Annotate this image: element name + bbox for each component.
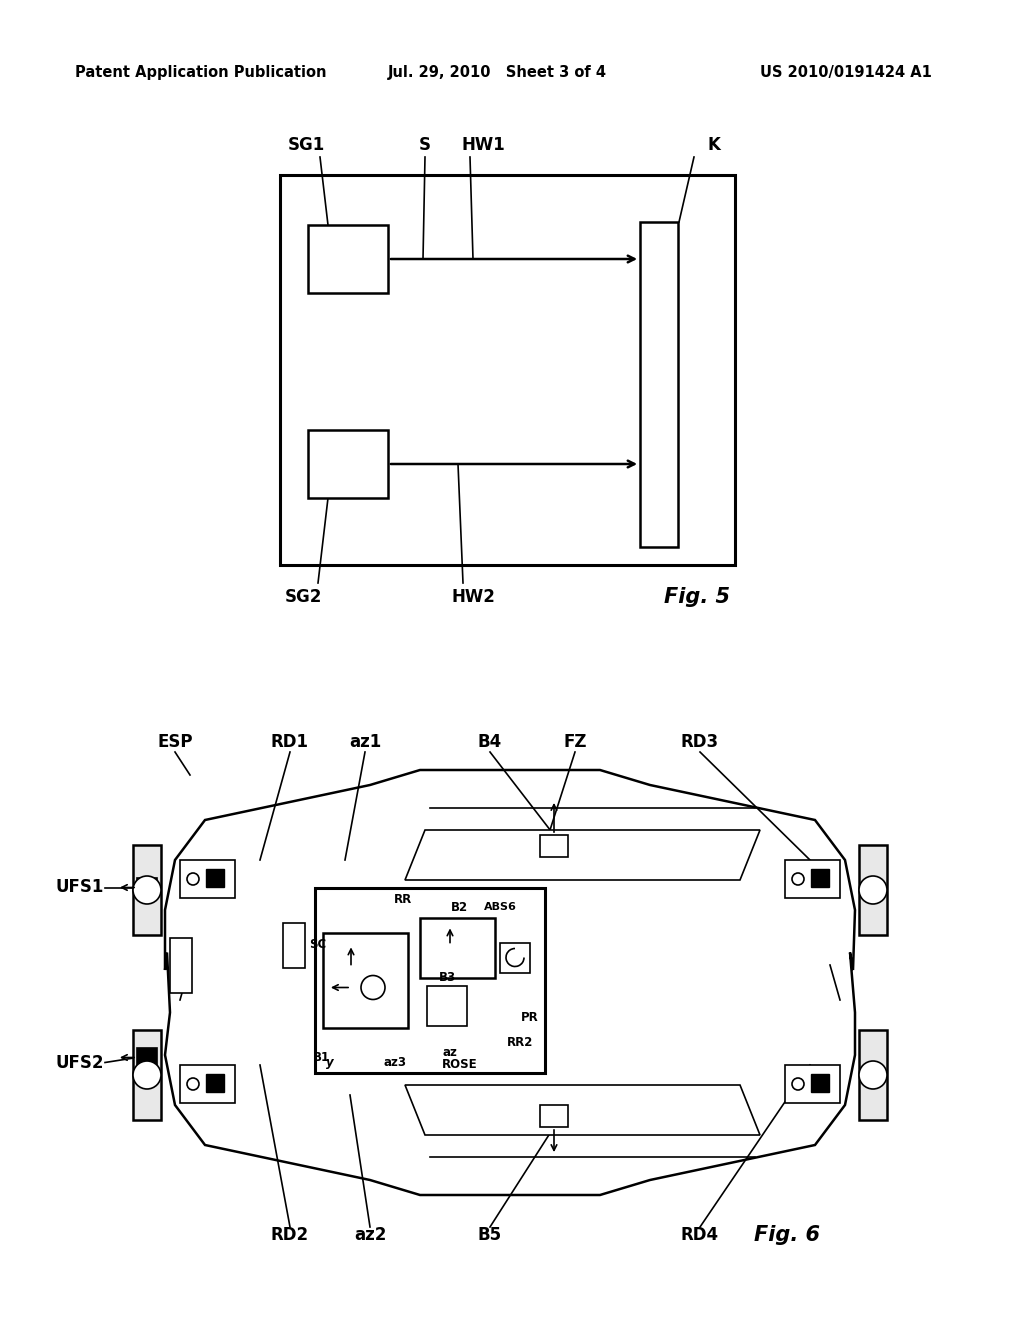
- Text: B1: B1: [312, 1051, 330, 1064]
- Bar: [427, 986, 467, 1026]
- Bar: [420, 917, 495, 978]
- Text: B4: B4: [478, 733, 502, 751]
- Text: RD4: RD4: [681, 1226, 719, 1243]
- Circle shape: [133, 876, 161, 904]
- Text: ROSE: ROSE: [442, 1059, 478, 1071]
- Text: UFS1: UFS1: [56, 879, 104, 896]
- Text: y: y: [327, 1056, 334, 1069]
- Text: B3: B3: [438, 972, 456, 983]
- Bar: [280, 176, 735, 565]
- Bar: [133, 845, 161, 935]
- Text: B2: B2: [451, 902, 468, 913]
- Bar: [859, 845, 887, 935]
- Bar: [540, 836, 568, 857]
- Bar: [308, 224, 388, 293]
- Text: az: az: [442, 1045, 458, 1059]
- Text: RD3: RD3: [681, 733, 719, 751]
- Text: Patent Application Publication: Patent Application Publication: [75, 65, 327, 79]
- Circle shape: [187, 1078, 199, 1090]
- Circle shape: [792, 873, 804, 884]
- Text: PR: PR: [521, 1011, 539, 1024]
- Polygon shape: [165, 770, 855, 1195]
- Circle shape: [859, 1061, 887, 1089]
- Text: RD1: RD1: [271, 733, 309, 751]
- Bar: [785, 1065, 840, 1104]
- Bar: [180, 861, 234, 898]
- Text: az2: az2: [354, 1226, 386, 1243]
- Bar: [137, 1048, 157, 1068]
- Text: K: K: [708, 136, 721, 154]
- Text: HW2: HW2: [451, 587, 495, 606]
- Bar: [308, 430, 388, 498]
- Text: RD2: RD2: [271, 1226, 309, 1243]
- Text: Jul. 29, 2010   Sheet 3 of 4: Jul. 29, 2010 Sheet 3 of 4: [388, 65, 607, 79]
- Circle shape: [187, 873, 199, 884]
- Circle shape: [792, 1078, 804, 1090]
- Text: SG1: SG1: [288, 136, 325, 154]
- Text: az3: az3: [384, 1056, 407, 1069]
- Text: Fig. 6: Fig. 6: [754, 1225, 820, 1245]
- Bar: [170, 937, 193, 993]
- Text: RR: RR: [394, 894, 412, 906]
- Polygon shape: [406, 1085, 760, 1135]
- Bar: [283, 923, 305, 968]
- Text: SG2: SG2: [285, 587, 322, 606]
- Circle shape: [859, 876, 887, 904]
- Bar: [811, 1074, 829, 1092]
- Bar: [540, 1105, 568, 1127]
- Circle shape: [133, 1061, 161, 1089]
- Text: US 2010/0191424 A1: US 2010/0191424 A1: [760, 65, 932, 79]
- Text: FZ: FZ: [563, 733, 587, 751]
- Text: az1: az1: [349, 733, 381, 751]
- Bar: [323, 932, 408, 1027]
- Bar: [133, 1030, 161, 1119]
- Text: ESP: ESP: [158, 733, 193, 751]
- Polygon shape: [406, 830, 760, 880]
- Text: Fig. 5: Fig. 5: [664, 587, 730, 607]
- Text: HW1: HW1: [461, 136, 505, 154]
- Circle shape: [361, 975, 385, 999]
- Text: ABS6: ABS6: [483, 903, 516, 912]
- Text: RR2: RR2: [507, 1036, 534, 1049]
- Bar: [785, 861, 840, 898]
- Text: UFS2: UFS2: [55, 1053, 104, 1072]
- Text: SC: SC: [309, 939, 327, 952]
- Bar: [811, 869, 829, 887]
- Bar: [206, 869, 224, 887]
- Bar: [859, 1030, 887, 1119]
- Text: B5: B5: [478, 1226, 502, 1243]
- Bar: [500, 942, 530, 973]
- Bar: [180, 1065, 234, 1104]
- Bar: [640, 222, 678, 546]
- Bar: [315, 887, 545, 1072]
- Bar: [137, 878, 157, 898]
- Text: S: S: [419, 136, 431, 154]
- Bar: [206, 1074, 224, 1092]
